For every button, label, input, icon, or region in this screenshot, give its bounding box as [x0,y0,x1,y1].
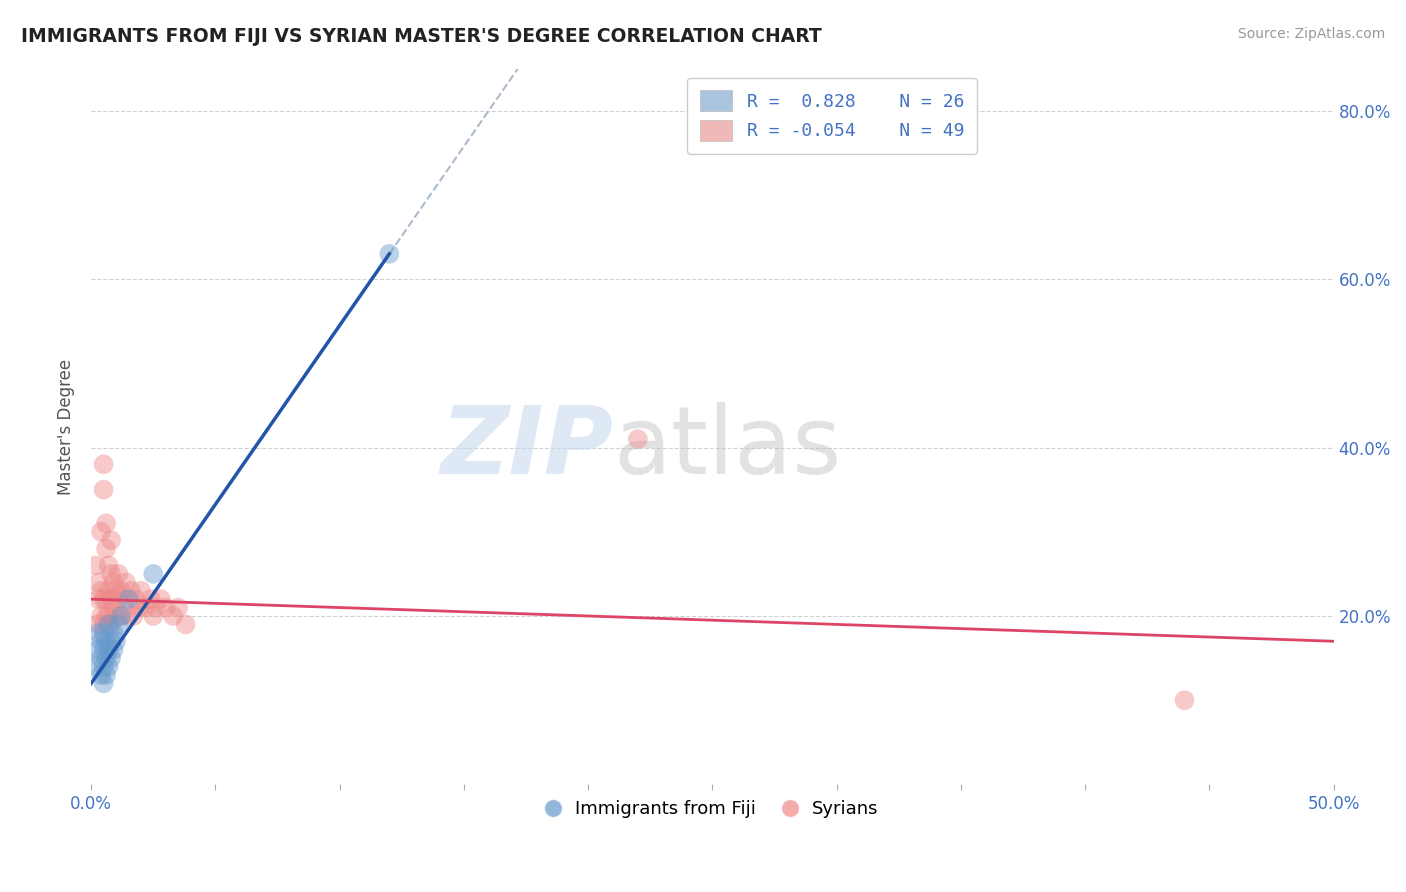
Point [129,583,152,598]
Point [627,432,650,446]
Point [90,583,112,598]
Point [93,458,115,472]
Point [90,524,112,539]
Point [103,625,125,640]
Point [93,676,115,690]
Point [105,609,128,624]
Text: atlas: atlas [613,402,841,494]
Point [100,566,122,581]
Point [162,609,184,624]
Point [100,533,122,548]
Point [94,668,117,682]
Point [94,516,117,531]
Point [94,541,117,556]
Point [122,609,145,624]
Point [107,566,129,581]
Point [100,592,122,607]
Text: IMMIGRANTS FROM FIJI VS SYRIAN MASTER'S DEGREE CORRELATION CHART: IMMIGRANTS FROM FIJI VS SYRIAN MASTER'S … [21,27,823,45]
Point [105,634,128,648]
Y-axis label: Master's Degree: Master's Degree [58,359,75,494]
Point [139,592,162,607]
Point [97,659,120,673]
Point [149,592,172,607]
Point [110,609,132,624]
Point [110,609,132,624]
Point [110,583,132,598]
Point [84,659,107,673]
Text: Source: ZipAtlas.com: Source: ZipAtlas.com [1237,27,1385,41]
Point [87,575,110,590]
Point [127,600,149,615]
Point [90,668,112,682]
Point [174,617,197,632]
Point [125,592,148,607]
Point [84,558,107,573]
Point [1173,693,1195,707]
Point [135,600,157,615]
Point [90,609,112,624]
Point [103,642,125,657]
Point [145,600,167,615]
Point [93,592,115,607]
Point [90,634,112,648]
Point [93,625,115,640]
Point [142,566,165,581]
Point [93,642,115,657]
Point [100,651,122,665]
Point [107,617,129,632]
Point [97,583,120,598]
Point [167,600,190,615]
Point [112,592,135,607]
Point [93,617,115,632]
Point [100,617,122,632]
Legend: Immigrants from Fiji, Syrians: Immigrants from Fiji, Syrians [538,793,886,825]
Point [105,583,128,598]
Point [142,609,165,624]
Point [90,651,112,665]
Point [117,592,139,607]
Point [93,483,115,497]
Point [94,634,117,648]
Point [93,659,115,673]
Point [107,592,129,607]
Point [120,583,142,598]
Point [103,575,125,590]
Point [100,634,122,648]
Point [378,247,401,261]
Text: ZIP: ZIP [440,402,613,494]
Point [97,558,120,573]
Point [97,642,120,657]
Point [97,617,120,632]
Point [94,651,117,665]
Point [94,592,117,607]
Point [94,609,117,624]
Point [117,609,139,624]
Point [87,617,110,632]
Point [97,609,120,624]
Point [155,600,177,615]
Point [103,600,125,615]
Point [87,642,110,657]
Point [115,575,138,590]
Point [87,625,110,640]
Point [87,592,110,607]
